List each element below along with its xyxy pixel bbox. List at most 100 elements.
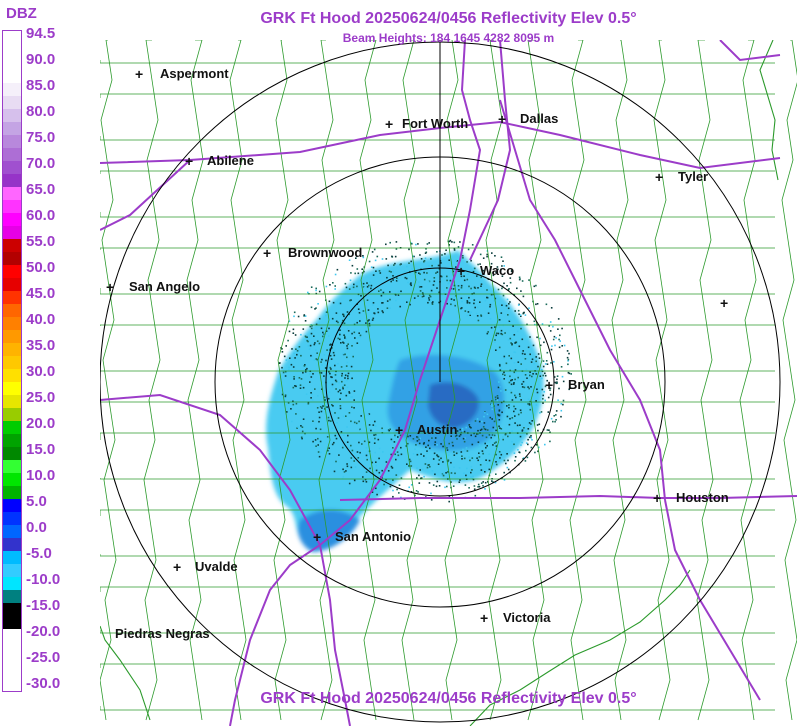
legend-swatch bbox=[3, 564, 21, 577]
echo-speckle-dot bbox=[461, 300, 463, 303]
echo-speckle-dot bbox=[320, 451, 322, 454]
echo-speckle-dot bbox=[533, 320, 536, 323]
echo-speckle-dot bbox=[415, 490, 418, 492]
legend-tick-label: -15.0 bbox=[26, 597, 61, 614]
county-line bbox=[527, 40, 545, 721]
echo-speckle-dot bbox=[509, 369, 511, 372]
echo-speckle-dot bbox=[517, 449, 519, 451]
echo-speckle-dot bbox=[394, 255, 397, 258]
echo-speckle-dot bbox=[567, 371, 570, 374]
echo-speckle-dot bbox=[304, 320, 307, 322]
echo-speckle-dot bbox=[504, 374, 506, 376]
echo-speckle-dot bbox=[351, 377, 353, 380]
echo-speckle-dot bbox=[487, 481, 489, 483]
echo-speckle-dot bbox=[480, 428, 483, 431]
echo-speckle-dot bbox=[366, 458, 368, 461]
echo-speckle-dot bbox=[370, 287, 372, 290]
echo-speckle-dot bbox=[376, 255, 379, 258]
echo-speckle-dot bbox=[477, 263, 479, 266]
echo-speckle-dot bbox=[550, 307, 553, 309]
echo-speckle-dot bbox=[471, 477, 474, 480]
echo-speckle-dot bbox=[536, 391, 539, 394]
echo-speckle-dot bbox=[467, 273, 469, 275]
echo-speckle-dot bbox=[312, 420, 314, 422]
echo-speckle-dot bbox=[311, 325, 313, 327]
echo-speckle-dot bbox=[326, 406, 328, 408]
county-line bbox=[611, 40, 629, 721]
echo-speckle-dot bbox=[337, 390, 340, 393]
echo-speckle-dot bbox=[400, 446, 402, 449]
echo-speckle-dot bbox=[292, 400, 294, 403]
echo-speckle-dot bbox=[516, 424, 519, 427]
echo-speckle-dot bbox=[428, 299, 431, 301]
echo-speckle-dot bbox=[491, 400, 493, 402]
echo-speckle-dot bbox=[472, 478, 475, 481]
echo-speckle-dot bbox=[417, 491, 419, 493]
county-line bbox=[100, 630, 775, 634]
echo-speckle-dot bbox=[365, 481, 368, 483]
echo-speckle-dot bbox=[397, 279, 399, 281]
echo-speckle-dot bbox=[500, 401, 503, 404]
echo-speckle-dot bbox=[520, 363, 522, 365]
echo-speckle-dot bbox=[560, 366, 563, 368]
echo-speckle-dot bbox=[506, 466, 509, 469]
echo-speckle-dot bbox=[395, 248, 398, 250]
echo-speckle-dot bbox=[521, 386, 524, 388]
echo-speckle-dot bbox=[534, 451, 536, 454]
echo-speckle-dot bbox=[386, 300, 389, 302]
county-line bbox=[100, 324, 775, 326]
echo-speckle-dot bbox=[425, 457, 427, 459]
echo-speckle-dot bbox=[453, 451, 455, 453]
echo-speckle-dot bbox=[403, 270, 406, 273]
echo-speckle-dot bbox=[546, 429, 549, 431]
legend-swatch bbox=[3, 291, 21, 304]
echo-speckle-dot bbox=[371, 251, 374, 253]
echo-speckle-dot bbox=[459, 272, 462, 274]
echo-speckle-dot bbox=[339, 329, 341, 331]
echo-speckle-dot bbox=[468, 302, 471, 304]
echo-speckle-dot bbox=[362, 480, 365, 483]
echo-speckle-dot bbox=[394, 436, 396, 439]
echo-speckle-dot bbox=[459, 479, 461, 481]
echo-speckle-dot bbox=[352, 309, 354, 312]
echo-speckle-dot bbox=[433, 452, 436, 455]
echo-speckle-dot bbox=[556, 381, 558, 383]
echo-speckle-dot bbox=[310, 397, 312, 399]
echo-speckle-dot bbox=[354, 272, 356, 275]
echo-speckle-dot bbox=[453, 454, 456, 456]
echo-speckle-dot bbox=[522, 380, 525, 383]
echo-speckle-dot bbox=[530, 446, 533, 449]
echo-speckle-dot bbox=[446, 471, 449, 473]
echo-speckle-dot bbox=[538, 357, 541, 359]
echo-speckle-dot bbox=[388, 270, 391, 273]
echo-speckle-dot bbox=[499, 427, 501, 429]
echo-speckle-dot bbox=[377, 308, 379, 310]
echo-speckle-dot bbox=[451, 241, 453, 243]
echo-speckle-dot bbox=[529, 408, 532, 411]
echo-speckle-dot bbox=[512, 325, 514, 327]
echo-speckle-dot bbox=[448, 259, 450, 261]
echo-speckle-dot bbox=[304, 364, 306, 366]
highway-line bbox=[499, 99, 666, 501]
echo-speckle-dot bbox=[509, 301, 511, 303]
echo-speckle-dot bbox=[517, 413, 520, 416]
echo-speckle-dot bbox=[368, 424, 371, 426]
echo-speckle-dot bbox=[378, 447, 381, 450]
echo-speckle-dot bbox=[514, 394, 516, 397]
echo-speckle-dot bbox=[342, 415, 345, 418]
echo-speckle-dot bbox=[356, 268, 359, 270]
echo-speckle-dot bbox=[405, 445, 408, 447]
echo-speckle-dot bbox=[549, 321, 552, 323]
echo-speckle-dot bbox=[387, 470, 390, 472]
echo-speckle-dot bbox=[556, 375, 559, 377]
echo-speckle-dot bbox=[498, 410, 501, 412]
echo-speckle-dot bbox=[520, 444, 522, 446]
echo-speckle-dot bbox=[418, 442, 421, 445]
echo-speckle-dot bbox=[534, 323, 536, 326]
echo-speckle-dot bbox=[320, 372, 323, 374]
echo-speckle-dot bbox=[380, 294, 383, 297]
legend-swatch bbox=[3, 473, 21, 486]
echo-speckle-dot bbox=[310, 392, 312, 394]
legend-tick-label: 70.0 bbox=[26, 155, 56, 172]
echo-speckle-dot bbox=[560, 403, 563, 405]
